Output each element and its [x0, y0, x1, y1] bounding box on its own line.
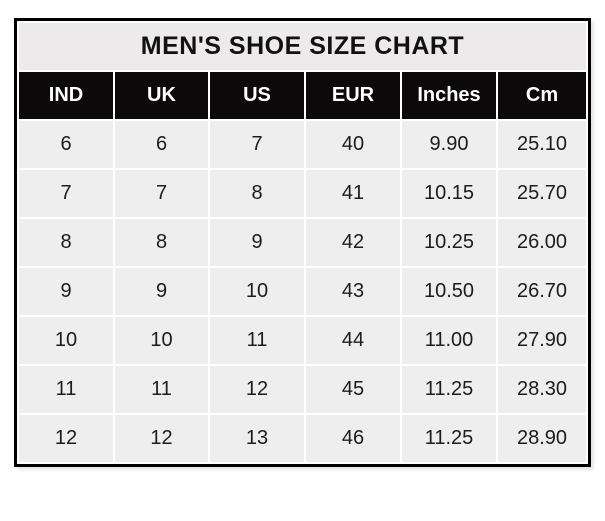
table-cell: 10.50 — [402, 268, 496, 315]
title-row: MEN'S SHOE SIZE CHART — [19, 23, 586, 70]
column-header-row: IND UK US EUR Inches Cm — [19, 72, 586, 119]
size-chart-table: MEN'S SHOE SIZE CHART IND UK US EUR Inches Cm… — [14, 18, 591, 467]
table-cell: 7 — [19, 170, 113, 217]
table-cell: 9 — [210, 219, 304, 266]
table-cell: 12 — [210, 366, 304, 413]
table-row: 12 12 13 46 11.25 28.90 — [19, 415, 586, 462]
table-cell: 45 — [306, 366, 400, 413]
table-cell: 6 — [115, 121, 208, 168]
table-cell: 8 — [210, 170, 304, 217]
table-cell: 11.25 — [402, 415, 496, 462]
table-cell: 13 — [210, 415, 304, 462]
column-header-cm: Cm — [498, 72, 586, 119]
table-cell: 41 — [306, 170, 400, 217]
table-cell: 12 — [19, 415, 113, 462]
table-cell: 10 — [19, 317, 113, 364]
table-cell: 7 — [115, 170, 208, 217]
table-cell: 28.30 — [498, 366, 586, 413]
table-cell: 12 — [115, 415, 208, 462]
table-row: 7 7 8 41 10.15 25.70 — [19, 170, 586, 217]
column-header-uk: UK — [115, 72, 208, 119]
table-cell: 8 — [115, 219, 208, 266]
column-header-eur: EUR — [306, 72, 400, 119]
table-body: 6 6 7 40 9.90 25.10 7 7 8 41 10.15 25.70 8 8 9 42 10.25 2… — [19, 121, 586, 462]
table-cell: 9 — [115, 268, 208, 315]
table-cell: 10.25 — [402, 219, 496, 266]
table-cell: 26.00 — [498, 219, 586, 266]
table-cell: 11 — [115, 366, 208, 413]
table-cell: 11 — [210, 317, 304, 364]
table-cell: 25.10 — [498, 121, 586, 168]
table-row: 10 10 11 44 11.00 27.90 — [19, 317, 586, 364]
column-header-ind: IND — [19, 72, 113, 119]
table-cell: 9.90 — [402, 121, 496, 168]
table-cell: 11.25 — [402, 366, 496, 413]
table-cell: 10.15 — [402, 170, 496, 217]
table-cell: 44 — [306, 317, 400, 364]
table-cell: 26.70 — [498, 268, 586, 315]
table-cell: 42 — [306, 219, 400, 266]
table-cell: 25.70 — [498, 170, 586, 217]
table-cell: 7 — [210, 121, 304, 168]
table-cell: 10 — [210, 268, 304, 315]
shoe-size-chart: MEN'S SHOE SIZE CHART IND UK US EUR Inches Cm… — [14, 18, 591, 467]
table-cell: 27.90 — [498, 317, 586, 364]
table-row: 6 6 7 40 9.90 25.10 — [19, 121, 586, 168]
table-cell: 46 — [306, 415, 400, 462]
chart-title: MEN'S SHOE SIZE CHART — [19, 23, 586, 70]
table-row: 9 9 10 43 10.50 26.70 — [19, 268, 586, 315]
table-cell: 28.90 — [498, 415, 586, 462]
table-cell: 6 — [19, 121, 113, 168]
table-cell: 43 — [306, 268, 400, 315]
table-row: 8 8 9 42 10.25 26.00 — [19, 219, 586, 266]
table-row: 11 11 12 45 11.25 28.30 — [19, 366, 586, 413]
table-cell: 10 — [115, 317, 208, 364]
column-header-inches: Inches — [402, 72, 496, 119]
table-cell: 11 — [19, 366, 113, 413]
table-cell: 9 — [19, 268, 113, 315]
column-header-us: US — [210, 72, 304, 119]
table-cell: 40 — [306, 121, 400, 168]
table-cell: 11.00 — [402, 317, 496, 364]
table-cell: 8 — [19, 219, 113, 266]
